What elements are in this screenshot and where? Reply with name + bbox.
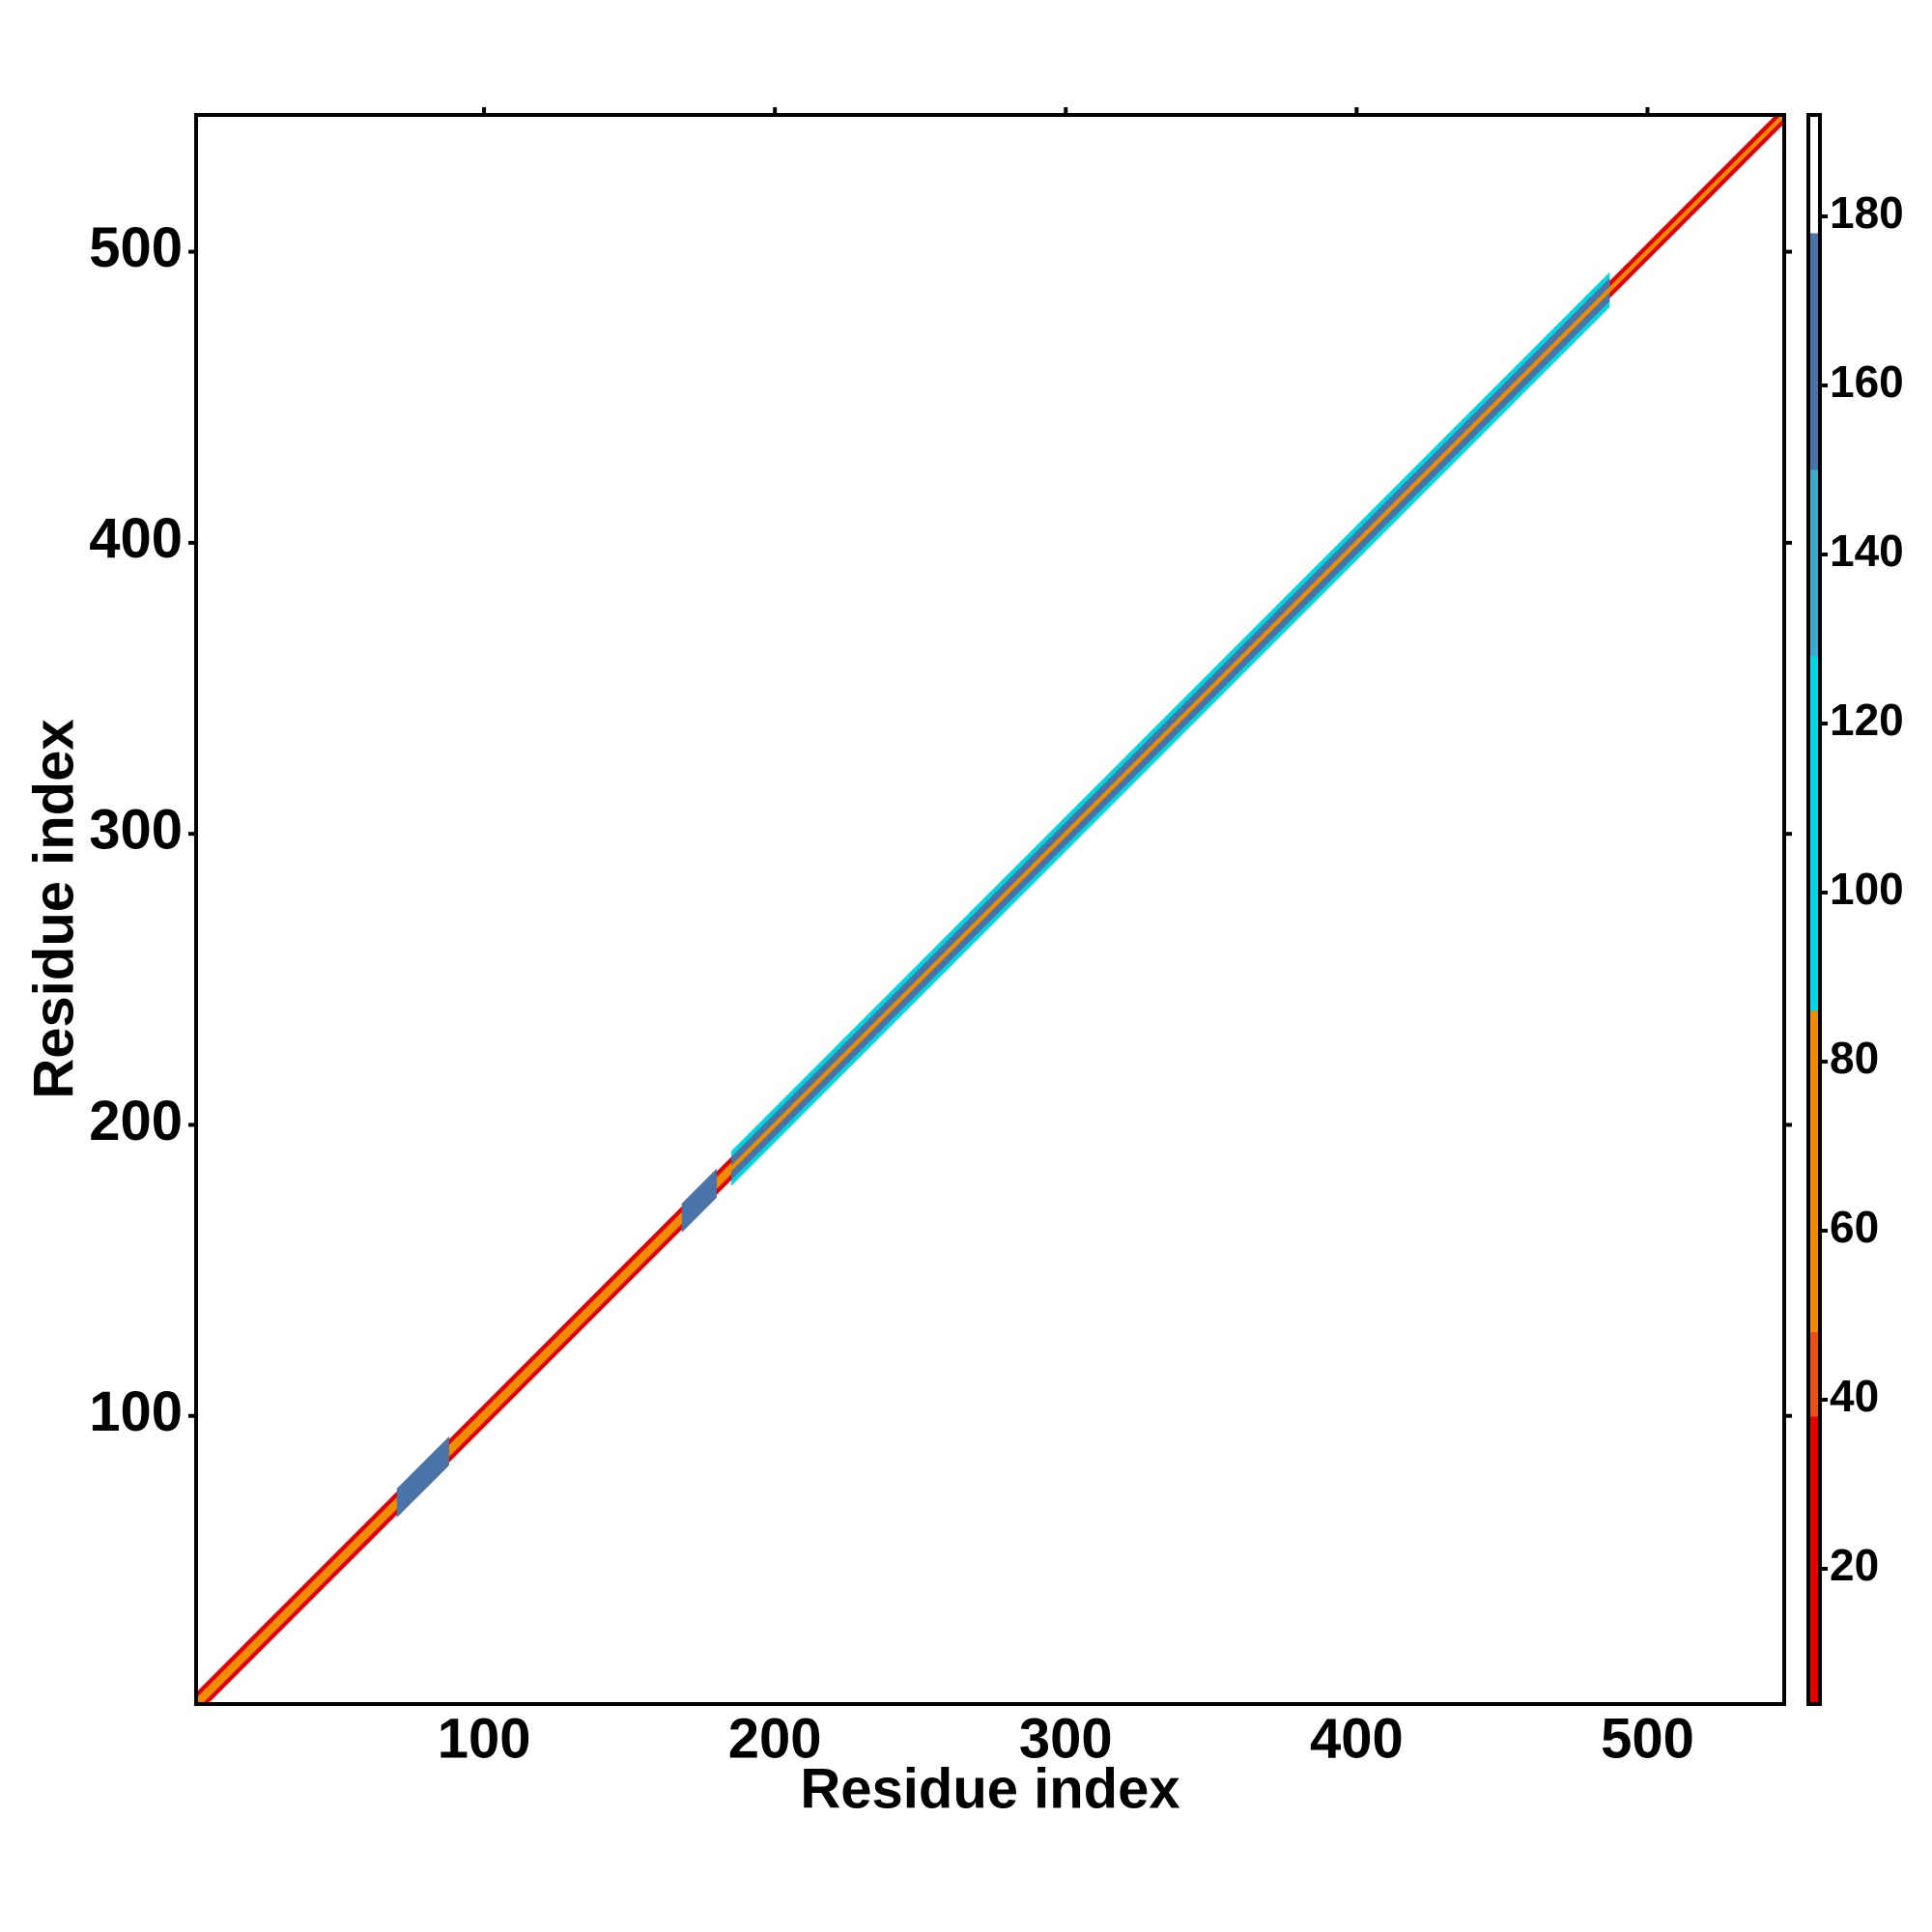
colorbar-tick-label: 60 (1830, 1202, 1879, 1252)
y-tick-label: 100 (89, 1380, 183, 1443)
y-axis-label: Residue index (22, 719, 85, 1098)
y-tick-label: 500 (89, 216, 183, 279)
colorbar-segment (1808, 656, 1820, 1011)
colorbar-tick-label: 120 (1830, 695, 1904, 745)
diagonal-band (1609, 115, 1784, 293)
colorbar-frame (1806, 113, 1822, 1706)
colorbar-segment (1808, 1010, 1820, 1332)
x-tick-label: 400 (1310, 1707, 1404, 1770)
x-axis-label: Residue index (800, 1757, 1179, 1820)
colorbar-tick-label: 40 (1830, 1371, 1879, 1421)
diagonal-band (681, 1168, 717, 1233)
y-tick-label: 200 (89, 1090, 183, 1152)
colorbar-tick-label: 80 (1830, 1033, 1879, 1083)
x-tick-label: 100 (438, 1707, 531, 1770)
plot-area (196, 115, 1784, 1704)
plot-frame (194, 113, 1786, 1706)
y-tick-label: 300 (89, 798, 183, 861)
colorbar-segment (1808, 233, 1820, 470)
colorbar-tick-label: 20 (1830, 1540, 1879, 1590)
colorbar-segment (1808, 469, 1820, 656)
diagonal-band (396, 1435, 449, 1519)
colorbar-segment (1808, 1332, 1820, 1417)
x-tick-label: 300 (1019, 1707, 1113, 1770)
x-tick-label: 200 (728, 1707, 822, 1770)
x-tick-label: 500 (1601, 1707, 1694, 1770)
colorbar-tick-label: 140 (1830, 526, 1904, 576)
diagonal-band (196, 1148, 747, 1704)
colorbar-tick-label: 160 (1830, 356, 1904, 407)
y-tick-label: 400 (89, 507, 183, 570)
colorbar-segment (1808, 1416, 1820, 1704)
colorbar-tick-label: 100 (1830, 864, 1904, 914)
colorbar-tick-label: 180 (1830, 187, 1904, 238)
diagonal-band (731, 286, 1610, 1172)
colorbar-segment (1808, 115, 1820, 234)
